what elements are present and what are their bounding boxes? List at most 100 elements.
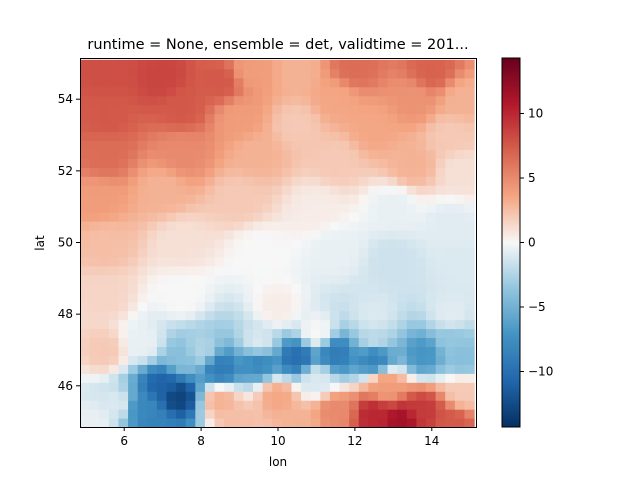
heatmap-cell <box>445 158 456 168</box>
heatmap-cell <box>99 158 110 168</box>
heatmap-cell <box>377 373 389 383</box>
heatmap-cell <box>281 122 293 133</box>
heatmap-cell <box>387 167 398 177</box>
heatmap-cell <box>253 382 264 392</box>
heatmap-cell <box>233 337 244 347</box>
heatmap-cell <box>301 409 312 419</box>
heatmap-cell <box>320 212 331 222</box>
heatmap-cell <box>137 238 148 249</box>
heatmap-cell <box>89 409 100 419</box>
heatmap-cell <box>137 274 148 285</box>
heatmap-cell <box>329 149 341 159</box>
heatmap-cell <box>118 292 129 303</box>
heatmap-cell <box>156 59 168 70</box>
heatmap-cell <box>358 337 369 347</box>
heatmap-cell <box>156 131 168 141</box>
heatmap-cell <box>118 113 129 124</box>
heatmap-cell <box>435 409 446 419</box>
heatmap-cell <box>454 149 466 159</box>
heatmap-cell <box>445 373 456 383</box>
heatmap-cell <box>435 355 446 365</box>
heatmap-cell <box>108 265 120 276</box>
heatmap-cell <box>137 158 148 168</box>
heatmap-cell <box>406 337 418 347</box>
heatmap-cell <box>454 409 466 419</box>
heatmap-cell <box>99 337 110 347</box>
heatmap-cell <box>233 158 244 168</box>
heatmap-cell <box>224 346 235 356</box>
heatmap-cell <box>416 301 427 312</box>
heatmap-cell <box>204 292 216 303</box>
heatmap-cell <box>349 229 360 240</box>
heatmap-cell <box>214 319 225 330</box>
heatmap-cell <box>320 328 331 339</box>
heatmap-cell <box>185 319 196 330</box>
heatmap-cell <box>416 310 427 321</box>
heatmap-cell <box>214 229 225 240</box>
heatmap-cell <box>329 59 341 70</box>
x-tick-label: 14 <box>424 434 439 448</box>
heatmap-cell <box>243 59 254 70</box>
heatmap-cell <box>99 131 110 141</box>
heatmap-cell <box>80 283 91 294</box>
heatmap-cell <box>301 418 312 428</box>
heatmap-cell <box>128 337 139 347</box>
heatmap-cell <box>166 86 177 97</box>
heatmap-cell <box>454 212 466 222</box>
heatmap-cell <box>147 337 158 347</box>
heatmap-cell <box>233 86 244 97</box>
heatmap-cell <box>445 229 456 240</box>
heatmap-cell <box>195 131 206 141</box>
heatmap-cell <box>156 265 168 276</box>
heatmap-cell <box>185 185 196 195</box>
heatmap-cell <box>435 310 446 321</box>
heatmap-cell <box>454 346 466 356</box>
heatmap-cell <box>349 256 360 267</box>
heatmap-cell <box>368 373 379 383</box>
heatmap-cell <box>253 373 264 383</box>
heatmap-cell <box>368 355 379 365</box>
heatmap-cell <box>329 400 341 410</box>
heatmap-cell <box>185 391 196 401</box>
heatmap-cell <box>397 86 408 97</box>
heatmap-cell <box>301 391 312 401</box>
heatmap-cell <box>426 328 437 339</box>
heatmap-cell <box>128 194 139 204</box>
x-tick-label: 8 <box>197 434 205 448</box>
heatmap-cell <box>128 310 139 321</box>
heatmap-cell <box>445 131 456 141</box>
heatmap-cell <box>195 229 206 240</box>
heatmap-cell <box>387 113 398 124</box>
heatmap-cell <box>108 319 120 330</box>
heatmap-cell <box>89 319 100 330</box>
heatmap-cell <box>426 68 437 79</box>
heatmap-cell <box>204 283 216 294</box>
heatmap-cell <box>99 167 110 177</box>
heatmap-cell <box>176 167 187 177</box>
heatmap-cell <box>281 158 293 168</box>
heatmap-cell <box>329 382 341 392</box>
heatmap-cell <box>80 140 91 150</box>
heatmap-cell <box>377 95 389 106</box>
heatmap-cell <box>214 77 225 88</box>
heatmap-cell <box>368 418 379 428</box>
heatmap-cell <box>426 212 437 222</box>
heatmap-cell <box>108 256 120 267</box>
heatmap-cell <box>397 185 408 195</box>
heatmap-cell <box>349 238 360 249</box>
heatmap-cell <box>291 301 302 312</box>
heatmap-cell <box>118 346 129 356</box>
heatmap-cell <box>339 400 350 410</box>
heatmap-cell <box>262 122 273 133</box>
heatmap-cell <box>99 364 110 374</box>
heatmap-cell <box>435 265 446 276</box>
heatmap-cell <box>377 229 389 240</box>
heatmap-cell <box>108 373 120 383</box>
heatmap-cell <box>291 185 302 195</box>
heatmap-cell <box>349 409 360 419</box>
heatmap-cell <box>108 382 120 392</box>
heatmap-cell <box>137 95 148 106</box>
heatmap-cell <box>426 167 437 177</box>
heatmap-cell <box>89 104 100 115</box>
heatmap-cell <box>166 265 177 276</box>
